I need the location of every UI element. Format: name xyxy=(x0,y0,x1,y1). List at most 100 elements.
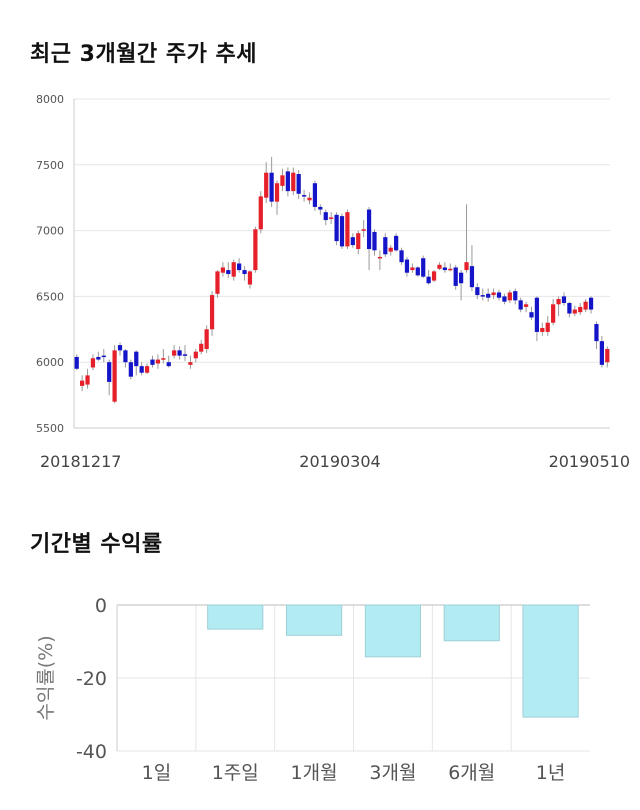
candle-body-down xyxy=(312,183,318,207)
candle-body-up xyxy=(188,362,193,365)
candle xyxy=(161,349,166,364)
candle xyxy=(453,264,458,290)
candle-body-down xyxy=(101,355,106,358)
candle xyxy=(334,212,339,246)
candle xyxy=(567,301,572,318)
candle xyxy=(318,204,323,215)
candle-body-up xyxy=(556,299,561,305)
candle-body-down xyxy=(285,171,290,192)
candle xyxy=(583,299,588,313)
candle xyxy=(264,162,269,203)
candle xyxy=(128,359,133,380)
candle-body-up xyxy=(85,375,90,385)
candle xyxy=(442,262,447,273)
candle-body-up xyxy=(112,350,117,402)
price-chart: 5500 6000 6500 7000 7500 8000 20181217 20190304… xyxy=(36,93,630,471)
candle-body-down xyxy=(177,350,182,356)
candle-body-down xyxy=(372,231,377,251)
candle-body-up xyxy=(551,304,556,323)
candle-body-up xyxy=(291,172,296,192)
candle-body-up xyxy=(307,197,312,201)
price-x-tick-label: 20190304 xyxy=(299,452,380,471)
return-x-tick-label: 6개월 xyxy=(448,762,495,784)
candle-body-down xyxy=(421,258,426,277)
candle xyxy=(469,245,475,292)
return-chart-title: 기간별 수익률 xyxy=(30,532,163,557)
candle-body-up xyxy=(329,217,334,219)
candle xyxy=(144,363,150,375)
candle-body-down xyxy=(166,362,171,367)
candle xyxy=(74,354,79,371)
candle-body-up xyxy=(155,359,161,364)
candle xyxy=(247,270,253,289)
candle xyxy=(193,349,198,363)
candle-body-down xyxy=(480,295,485,297)
return-x-tick-label: 3개월 xyxy=(369,762,416,784)
candle xyxy=(101,349,106,363)
candle xyxy=(551,299,556,326)
candle xyxy=(291,167,296,196)
candle xyxy=(177,346,182,360)
candle xyxy=(139,362,144,376)
candle xyxy=(134,350,139,376)
candle-body-down xyxy=(561,296,567,303)
candle xyxy=(150,355,155,368)
candle xyxy=(426,270,431,285)
candle-body-down xyxy=(453,267,458,286)
candle xyxy=(448,263,453,272)
candle xyxy=(540,322,545,336)
candle xyxy=(345,209,350,250)
candle-body-up xyxy=(172,350,177,356)
return-bar xyxy=(443,604,500,642)
candle-body-down xyxy=(296,174,301,194)
candle-body-up xyxy=(345,212,350,247)
candle-body-up xyxy=(80,380,85,386)
candle xyxy=(475,283,480,300)
candle-body-down xyxy=(134,351,139,367)
candle-body-down xyxy=(513,291,518,301)
candle-body-up xyxy=(247,271,253,285)
candle xyxy=(431,270,437,282)
candle xyxy=(366,206,372,271)
candle-body-up xyxy=(578,306,583,313)
candle-body-down xyxy=(594,324,599,342)
candle xyxy=(107,359,112,396)
candle xyxy=(421,255,426,278)
candle-body-up xyxy=(464,262,469,271)
return-bar xyxy=(285,604,343,636)
candle xyxy=(329,212,334,225)
candle-body-up xyxy=(437,264,442,269)
return-bar xyxy=(364,604,422,658)
price-y-tick-label: 5500 xyxy=(36,422,64,435)
candle-body-down xyxy=(486,293,491,298)
candle xyxy=(204,325,209,353)
candle-body-up xyxy=(583,301,588,310)
price-x-tick-label: 20190510 xyxy=(549,452,630,471)
price-chart-title: 최근 3개월간 주가 추세 xyxy=(30,42,257,67)
candle xyxy=(572,305,577,317)
candle xyxy=(394,233,399,252)
candle xyxy=(112,345,117,403)
candle xyxy=(166,355,171,368)
candle xyxy=(458,270,464,301)
return-y-tick-label: -20 xyxy=(76,668,107,690)
candle-body-down xyxy=(404,259,410,273)
candle xyxy=(464,204,469,273)
candle-body-down xyxy=(469,266,475,288)
candle xyxy=(96,351,101,361)
candle xyxy=(556,296,561,317)
candle xyxy=(155,354,161,369)
candle-body-down xyxy=(567,302,572,314)
candle-body-down xyxy=(442,267,447,271)
candle-body-up xyxy=(193,351,198,359)
candle xyxy=(339,213,345,250)
return-x-tick-label: 1일 xyxy=(142,762,172,784)
candle xyxy=(594,321,599,350)
candle-body-up xyxy=(264,172,269,198)
candle-body-down xyxy=(323,212,328,221)
candle-body-up xyxy=(231,262,236,277)
candle xyxy=(372,229,377,256)
return-x-tick-label: 1주일 xyxy=(212,762,259,784)
candle-body-up xyxy=(545,322,550,332)
